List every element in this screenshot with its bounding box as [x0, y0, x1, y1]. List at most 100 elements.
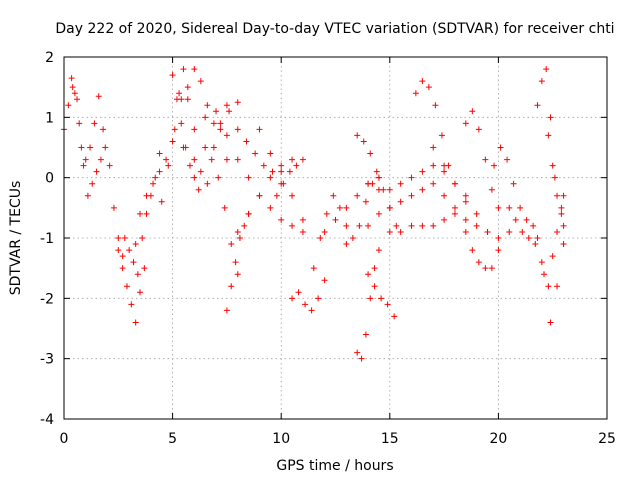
data-point	[430, 144, 437, 151]
data-point	[547, 114, 554, 121]
data-point	[438, 132, 445, 139]
data-point	[110, 204, 117, 211]
y-axis-label: SDTVAR / TECUs	[8, 181, 24, 296]
x-tick-labels: 0 5 10 15 20 25	[60, 431, 616, 447]
data-point	[80, 162, 87, 169]
y-tick-label: -2	[40, 291, 54, 307]
data-point	[362, 331, 369, 338]
data-point	[523, 216, 530, 223]
data-point	[558, 210, 565, 217]
data-point	[299, 216, 306, 223]
data-point	[362, 198, 369, 205]
data-point	[462, 216, 469, 223]
series-arc-37	[534, 235, 567, 326]
y-tick-label: 1	[45, 110, 54, 126]
data-point	[236, 235, 243, 241]
data-point	[191, 156, 198, 163]
x-tick-label: 20	[489, 431, 507, 447]
data-point	[226, 108, 233, 115]
data-point	[171, 126, 178, 133]
series-arc-38	[545, 132, 567, 229]
data-point	[469, 108, 476, 115]
y-tick-label: -3	[40, 352, 54, 368]
series-arc-18	[273, 156, 306, 199]
data-points	[61, 66, 567, 362]
grid	[64, 57, 607, 419]
data-point	[488, 265, 495, 272]
data-point	[210, 120, 217, 127]
series-arc-10	[180, 99, 241, 151]
data-point	[184, 84, 191, 91]
data-point	[545, 132, 552, 139]
data-point	[408, 222, 415, 229]
data-point	[430, 162, 437, 169]
data-point	[551, 174, 558, 181]
x-tick-label: 15	[381, 431, 399, 447]
data-point	[365, 271, 372, 278]
data-point	[299, 228, 306, 235]
data-point	[371, 283, 378, 290]
series-arc-11	[191, 120, 230, 187]
data-point	[289, 295, 296, 302]
data-point	[169, 72, 176, 79]
y-tick-label: 2	[45, 50, 54, 66]
data-point	[367, 150, 374, 157]
data-point	[462, 228, 469, 235]
data-point	[82, 156, 89, 163]
x-axis-label: GPS time / hours	[276, 458, 393, 474]
data-point	[184, 96, 191, 103]
series-arc-36	[534, 66, 558, 181]
data-point	[256, 192, 263, 199]
data-point	[506, 228, 513, 235]
data-point	[451, 210, 458, 217]
data-point	[65, 102, 72, 109]
data-point	[336, 204, 343, 211]
data-point	[204, 102, 211, 109]
data-point	[469, 247, 476, 254]
data-point	[554, 192, 561, 199]
data-point	[532, 241, 539, 248]
data-point	[137, 289, 144, 296]
data-point	[547, 319, 554, 326]
data-point	[391, 313, 398, 320]
data-point	[321, 277, 328, 284]
series-arc-17	[256, 126, 306, 223]
data-point	[115, 235, 122, 241]
data-point	[425, 84, 432, 91]
data-point	[375, 210, 382, 217]
data-point	[97, 156, 104, 163]
series-arc-25	[354, 132, 400, 229]
data-point	[475, 126, 482, 133]
data-point	[289, 156, 296, 163]
data-point	[191, 66, 198, 73]
axis-ticks	[63, 56, 608, 420]
series-arc-4	[115, 247, 148, 326]
data-point	[139, 235, 146, 241]
data-point	[543, 66, 550, 73]
data-point	[560, 222, 567, 229]
data-point	[432, 102, 439, 109]
data-point	[554, 283, 561, 290]
series-arc-19	[289, 277, 328, 314]
data-point	[91, 120, 98, 127]
data-point	[215, 174, 222, 181]
data-point	[278, 168, 285, 175]
data-point	[234, 228, 241, 235]
x-tick-label: 5	[168, 431, 177, 447]
data-point	[180, 144, 187, 151]
series-arc-8	[169, 72, 202, 193]
data-point	[343, 222, 350, 229]
data-point	[76, 120, 83, 127]
y-tick-label: 0	[45, 171, 54, 187]
data-point	[512, 216, 519, 223]
x-tick-label: 25	[598, 431, 616, 447]
data-point	[202, 114, 209, 121]
series-arc-29	[412, 78, 452, 169]
data-point	[132, 319, 139, 326]
x-tick-label: 10	[272, 431, 290, 447]
data-point	[208, 156, 215, 163]
data-point	[223, 307, 230, 314]
data-point	[484, 228, 491, 235]
y-tick-label: -4	[40, 412, 54, 428]
data-point	[549, 253, 556, 260]
